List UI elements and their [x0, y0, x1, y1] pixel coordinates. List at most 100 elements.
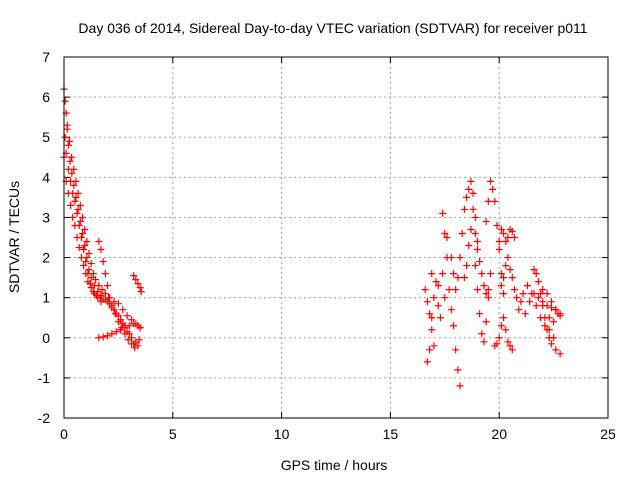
data-point: [98, 286, 106, 294]
x-tick-labels: 0 5 10 15 20 25: [60, 426, 616, 442]
data-point: [510, 286, 518, 294]
data-point: [127, 316, 135, 324]
data-point: [545, 314, 553, 322]
grid-lines: [64, 57, 608, 418]
data-point: [543, 290, 551, 298]
data-point: [467, 225, 475, 233]
data-point: [443, 234, 451, 241]
chart-title: Day 036 of 2014, Sidereal Day-to-day VTE…: [78, 20, 587, 36]
data-point: [456, 254, 464, 262]
data-point: [493, 340, 501, 348]
data-point: [469, 205, 477, 213]
data-point: [72, 193, 80, 201]
data-point: [94, 294, 102, 302]
data-point: [547, 304, 555, 312]
data-point: [71, 197, 79, 205]
data-point: [136, 324, 144, 332]
data-point: [500, 314, 508, 322]
data-point: [539, 286, 547, 294]
data-point: [90, 290, 98, 298]
data-point: [500, 274, 508, 282]
data-point: [428, 314, 436, 322]
data-points: [60, 85, 564, 390]
data-point: [552, 306, 560, 314]
data-point: [543, 326, 551, 334]
data-point: [87, 274, 95, 282]
data-point: [69, 213, 77, 221]
data-point: [504, 234, 512, 241]
data-point: [439, 209, 447, 217]
data-point: [117, 326, 125, 334]
data-point: [114, 318, 122, 326]
y-tick-labels: -2 -1 0 1 2 3 4 5 6 7: [38, 49, 51, 426]
data-point: [85, 266, 93, 274]
data-point: [500, 229, 508, 237]
data-point: [95, 334, 103, 342]
x-tick-label: 0: [60, 426, 68, 442]
x-tick-label: 10: [274, 426, 290, 442]
y-axis-label: SDTVAR / TECUs: [6, 181, 22, 293]
data-point: [502, 238, 510, 246]
data-point: [99, 333, 107, 341]
data-point: [497, 322, 505, 330]
data-point: [493, 221, 501, 229]
data-point: [101, 270, 109, 278]
data-point: [465, 185, 473, 193]
data-point: [506, 342, 514, 350]
data-point: [515, 306, 523, 314]
data-point: [513, 294, 521, 302]
data-point: [68, 169, 76, 177]
data-point: [106, 294, 114, 302]
data-point: [441, 294, 449, 302]
data-point: [530, 266, 538, 274]
data-point: [502, 326, 510, 334]
data-point: [121, 324, 129, 332]
data-point: [508, 274, 516, 282]
data-point: [456, 382, 464, 390]
data-point: [465, 242, 473, 250]
data-point: [430, 342, 438, 350]
data-point: [476, 258, 484, 266]
data-point: [124, 336, 132, 344]
data-point: [67, 201, 75, 209]
data-point: [85, 250, 93, 258]
data-point: [473, 238, 481, 246]
data-point: [478, 330, 486, 338]
data-point: [61, 97, 69, 105]
data-point: [500, 290, 508, 298]
data-point: [80, 262, 88, 270]
data-point: [82, 258, 90, 266]
data-point: [423, 358, 431, 366]
data-point: [61, 133, 69, 141]
data-point: [430, 294, 438, 302]
data-point: [471, 229, 479, 237]
data-point: [127, 340, 135, 348]
data-point: [112, 328, 120, 336]
data-point: [101, 290, 109, 298]
data-point: [508, 227, 516, 235]
data-point: [75, 244, 83, 252]
data-point: [454, 366, 462, 374]
data-point: [517, 298, 525, 306]
data-point: [541, 322, 549, 330]
data-point: [111, 310, 119, 318]
data-point: [97, 246, 105, 254]
data-point: [78, 229, 86, 237]
data-point: [432, 278, 440, 286]
data-point: [450, 322, 458, 330]
data-point: [132, 320, 140, 328]
data-point: [68, 153, 76, 161]
data-point: [123, 312, 131, 320]
data-point: [452, 286, 460, 294]
y-tick-label: 1: [42, 290, 50, 306]
data-point: [489, 185, 497, 193]
x-tick-label: 25: [600, 426, 616, 442]
data-point: [104, 298, 112, 306]
data-point: [77, 254, 85, 262]
data-point: [74, 205, 82, 213]
data-point: [130, 272, 138, 280]
data-point: [482, 217, 490, 225]
x-tick-label: 5: [169, 426, 177, 442]
data-point: [121, 330, 129, 338]
data-point: [131, 344, 139, 352]
